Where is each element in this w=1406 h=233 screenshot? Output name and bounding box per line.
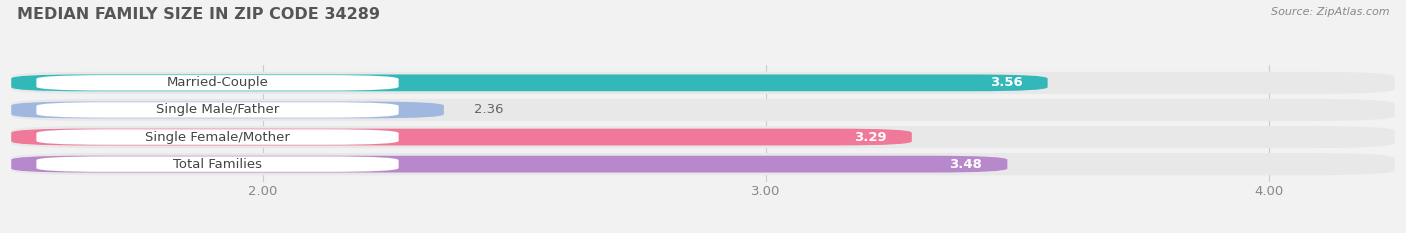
FancyBboxPatch shape (11, 126, 1395, 148)
Text: MEDIAN FAMILY SIZE IN ZIP CODE 34289: MEDIAN FAMILY SIZE IN ZIP CODE 34289 (17, 7, 380, 22)
FancyBboxPatch shape (37, 129, 399, 145)
FancyBboxPatch shape (11, 99, 1395, 121)
FancyBboxPatch shape (11, 75, 1047, 91)
Text: 3.29: 3.29 (853, 130, 887, 144)
Text: Married-Couple: Married-Couple (166, 76, 269, 89)
FancyBboxPatch shape (11, 129, 911, 145)
FancyBboxPatch shape (11, 72, 1395, 94)
Text: Single Female/Mother: Single Female/Mother (145, 130, 290, 144)
FancyBboxPatch shape (37, 156, 399, 172)
Text: Single Male/Father: Single Male/Father (156, 103, 280, 116)
FancyBboxPatch shape (11, 102, 444, 118)
FancyBboxPatch shape (11, 153, 1395, 175)
Text: 3.48: 3.48 (949, 158, 983, 171)
Text: Total Families: Total Families (173, 158, 262, 171)
Text: 2.36: 2.36 (474, 103, 503, 116)
FancyBboxPatch shape (11, 156, 1007, 172)
FancyBboxPatch shape (37, 75, 399, 91)
Text: Source: ZipAtlas.com: Source: ZipAtlas.com (1271, 7, 1389, 17)
FancyBboxPatch shape (37, 102, 399, 118)
Text: 3.56: 3.56 (990, 76, 1022, 89)
